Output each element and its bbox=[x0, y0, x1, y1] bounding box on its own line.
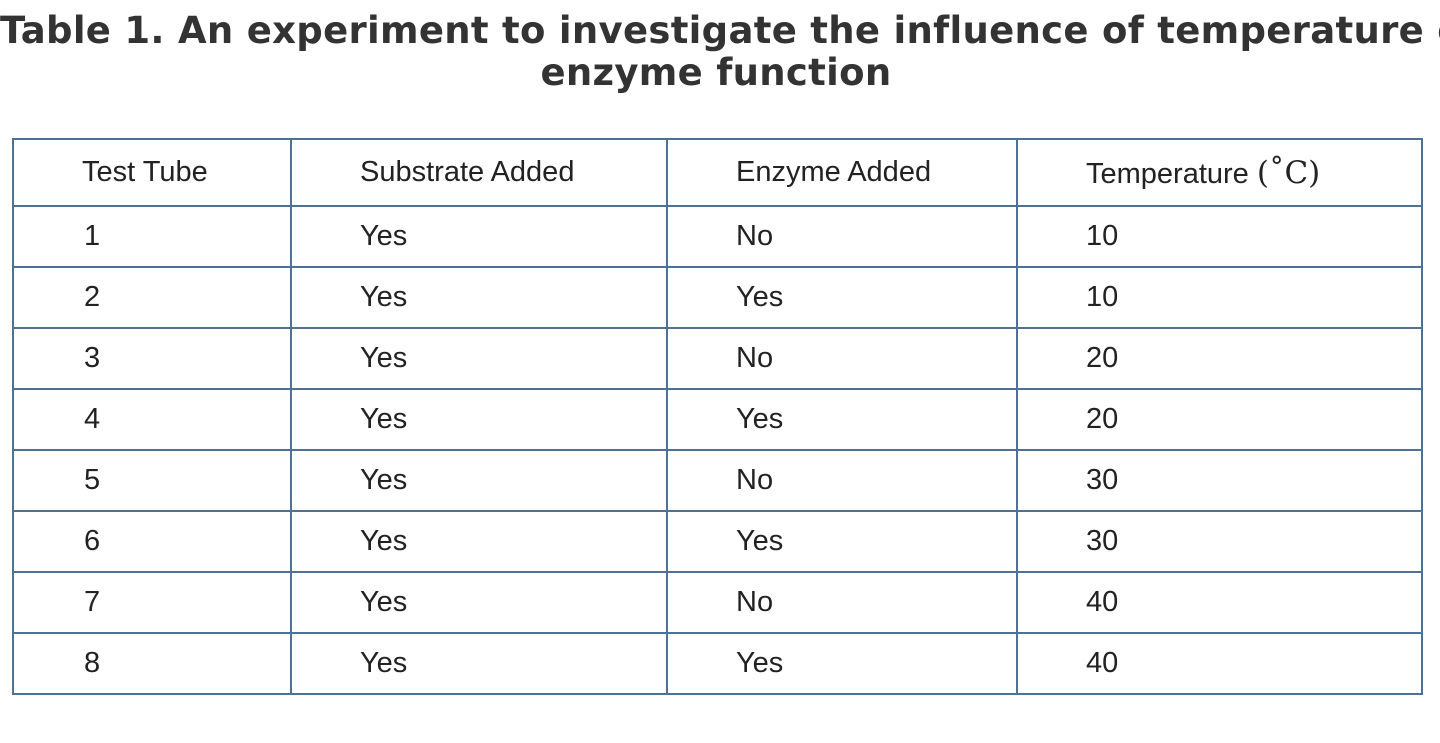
table-row: 5 Yes No 30 bbox=[12, 449, 1423, 512]
table-row: 8 Yes Yes 40 bbox=[12, 632, 1423, 695]
cell-substrate-added: Yes bbox=[290, 327, 668, 390]
table-caption: Table 1. An experiment to investigate th… bbox=[0, 9, 1440, 94]
cell-enzyme-added: Yes bbox=[666, 632, 1018, 695]
cell-test-tube: 4 bbox=[12, 388, 292, 451]
cell-temperature: 40 bbox=[1016, 571, 1423, 634]
cell-test-tube: 3 bbox=[12, 327, 292, 390]
cell-temperature: 10 bbox=[1016, 205, 1423, 268]
header-temperature-unit: (˚C) bbox=[1256, 154, 1321, 191]
cell-enzyme-added: Yes bbox=[666, 510, 1018, 573]
caption-line-1: Table 1. An experiment to investigate th… bbox=[0, 9, 1440, 52]
cell-enzyme-added: Yes bbox=[666, 266, 1018, 329]
header-temperature: Temperature (˚C) bbox=[1016, 138, 1423, 207]
cell-test-tube: 2 bbox=[12, 266, 292, 329]
cell-test-tube: 5 bbox=[12, 449, 292, 512]
cell-test-tube: 1 bbox=[12, 205, 292, 268]
cell-enzyme-added: No bbox=[666, 449, 1018, 512]
cell-temperature: 40 bbox=[1016, 632, 1423, 695]
cell-substrate-added: Yes bbox=[290, 632, 668, 695]
table-row: 1 Yes No 10 bbox=[12, 205, 1423, 268]
cell-test-tube: 6 bbox=[12, 510, 292, 573]
cell-temperature: 30 bbox=[1016, 449, 1423, 512]
table-row: 7 Yes No 40 bbox=[12, 571, 1423, 634]
cell-substrate-added: Yes bbox=[290, 205, 668, 268]
cell-substrate-added: Yes bbox=[290, 388, 668, 451]
cell-temperature: 10 bbox=[1016, 266, 1423, 329]
cell-temperature: 30 bbox=[1016, 510, 1423, 573]
cell-temperature: 20 bbox=[1016, 327, 1423, 390]
cell-substrate-added: Yes bbox=[290, 266, 668, 329]
table-row: 3 Yes No 20 bbox=[12, 327, 1423, 390]
header-row: Test Tube Substrate Added Enzyme Added T… bbox=[12, 138, 1423, 207]
cell-enzyme-added: No bbox=[666, 571, 1018, 634]
caption-line-2: enzyme function bbox=[540, 51, 892, 94]
header-temperature-label: Temperature bbox=[1086, 157, 1257, 190]
experiment-table: Test Tube Substrate Added Enzyme Added T… bbox=[12, 138, 1423, 695]
header-test-tube: Test Tube bbox=[12, 138, 292, 207]
table-row: 2 Yes Yes 10 bbox=[12, 266, 1423, 329]
cell-test-tube: 7 bbox=[12, 571, 292, 634]
cell-temperature: 20 bbox=[1016, 388, 1423, 451]
table-row: 6 Yes Yes 30 bbox=[12, 510, 1423, 573]
cell-enzyme-added: No bbox=[666, 205, 1018, 268]
header-enzyme-added: Enzyme Added bbox=[666, 138, 1018, 207]
cell-enzyme-added: Yes bbox=[666, 388, 1018, 451]
cell-test-tube: 8 bbox=[12, 632, 292, 695]
cell-substrate-added: Yes bbox=[290, 510, 668, 573]
table-row: 4 Yes Yes 20 bbox=[12, 388, 1423, 451]
cell-substrate-added: Yes bbox=[290, 449, 668, 512]
header-substrate-added: Substrate Added bbox=[290, 138, 668, 207]
cell-substrate-added: Yes bbox=[290, 571, 668, 634]
cell-enzyme-added: No bbox=[666, 327, 1018, 390]
